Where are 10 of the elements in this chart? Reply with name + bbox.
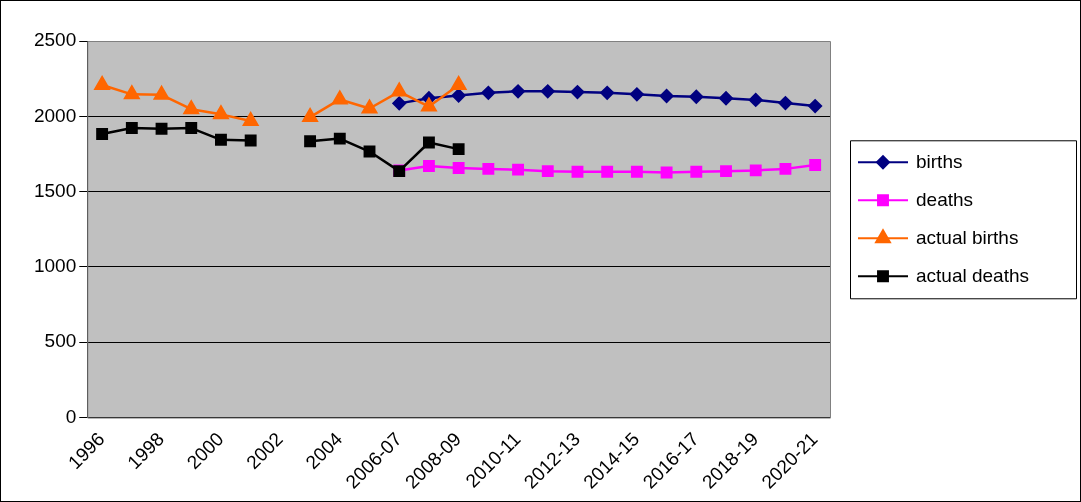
legend-label: deaths	[916, 188, 974, 210]
legend-label: births	[916, 150, 963, 172]
y-tick-label: 2000	[33, 104, 77, 126]
legend-label: actual births	[916, 226, 1019, 248]
y-tick-label: 0	[65, 405, 77, 427]
y-tick-label: 2500	[33, 29, 77, 51]
y-tick-label: 1000	[33, 255, 77, 277]
y-tick-label: 500	[44, 330, 77, 352]
legend-label: actual deaths	[916, 264, 1030, 286]
y-tick-label: 1500	[33, 179, 77, 201]
